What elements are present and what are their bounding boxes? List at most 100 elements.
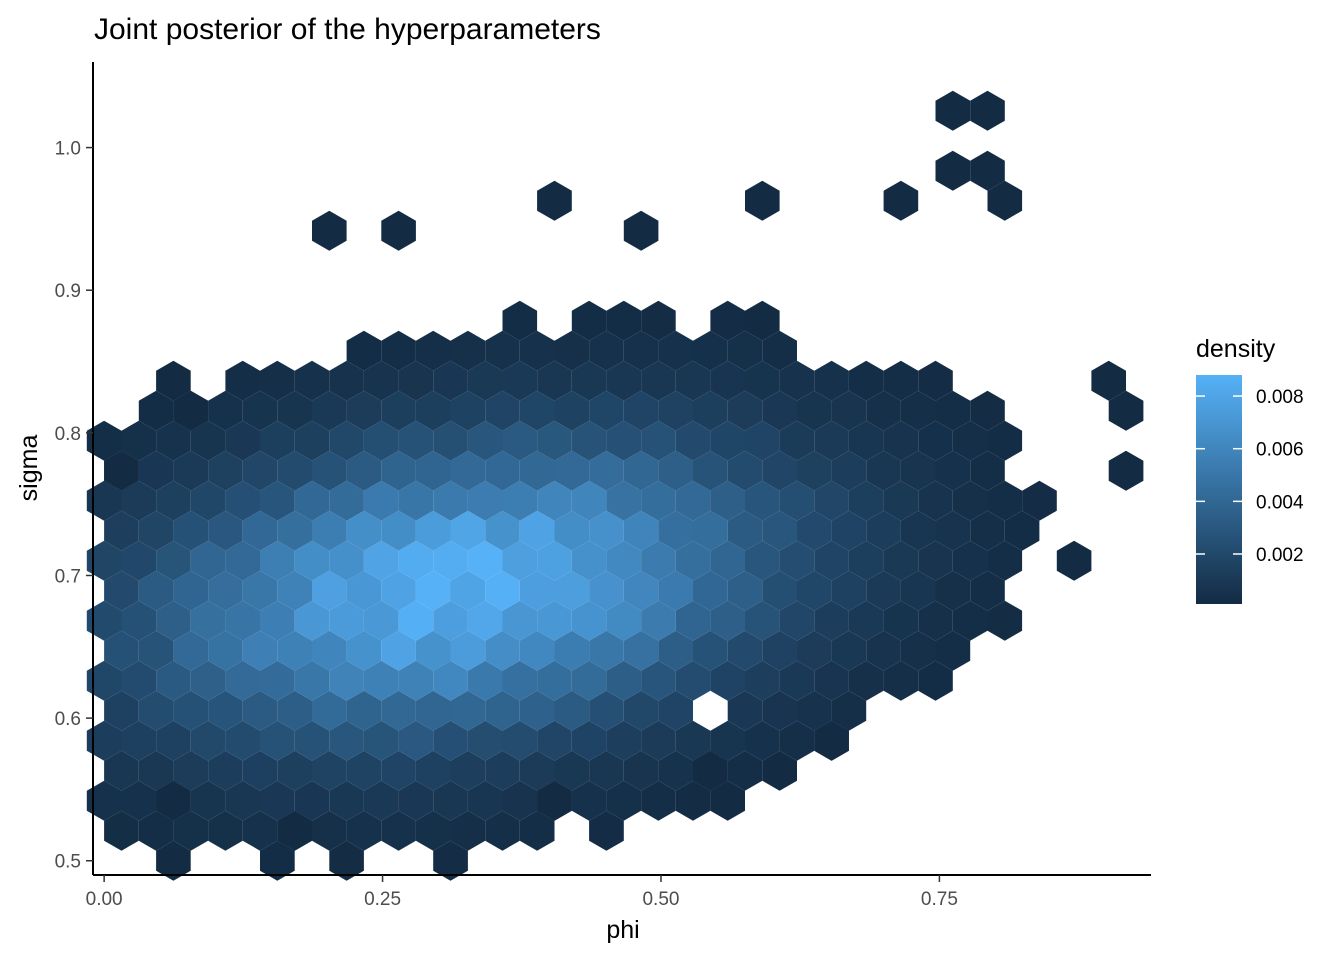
hex-cell: [433, 420, 468, 461]
hex-cell: [104, 510, 139, 551]
hex-cell: [485, 690, 520, 731]
hex-cell: [866, 630, 901, 671]
hex-cell: [571, 600, 607, 641]
hex-cell: [658, 570, 693, 611]
hex-cell: [935, 90, 971, 131]
x-tick-label: 0.00: [86, 889, 123, 910]
hex-cell: [745, 300, 780, 341]
hex-cell: [485, 810, 520, 851]
hex-cell: [467, 540, 503, 581]
hex-cell: [225, 600, 260, 641]
hex-cell: [623, 630, 659, 671]
hex-cell: [745, 480, 780, 521]
hex-cell: [745, 720, 780, 761]
hex-cell: [658, 510, 693, 551]
hex-cell: [710, 660, 745, 701]
hex-cell: [208, 690, 243, 731]
hex-cell: [260, 660, 295, 701]
hex-cell: [415, 390, 451, 431]
hex-cell: [138, 750, 174, 791]
hex-cell: [883, 600, 919, 641]
hex-cell: [623, 750, 659, 791]
hex-cell: [727, 630, 763, 671]
hex-cell: [537, 780, 572, 821]
hex-cell: [554, 690, 590, 731]
hex-cell: [571, 540, 607, 581]
hex-cell: [277, 630, 312, 671]
hex-cell: [156, 780, 191, 821]
hex-cell: [294, 780, 330, 821]
hex-cell: [606, 780, 642, 821]
hex-cell: [762, 390, 797, 431]
hex-cell: [450, 810, 486, 851]
hex-cell: [242, 570, 278, 611]
hex-cell: [693, 630, 728, 671]
hex-cell: [312, 750, 347, 791]
hex-cell: [970, 510, 1005, 551]
hex-cell: [502, 600, 538, 641]
hex-cell: [86, 540, 122, 581]
hex-cell: [831, 390, 867, 431]
hex-cell: [519, 330, 555, 371]
hex-cell: [467, 420, 503, 461]
hex-cell: [260, 600, 295, 641]
hex-cell: [554, 630, 590, 671]
hex-cell: [935, 150, 971, 191]
hex-cell: [866, 510, 901, 551]
hex-cell: [329, 480, 364, 521]
hex-cell: [641, 360, 676, 401]
hex-cell: [86, 720, 122, 761]
hex-cell: [415, 690, 451, 731]
hex-cell: [623, 450, 659, 491]
hex-cell: [918, 660, 953, 701]
hex-cell: [606, 540, 642, 581]
hex-cell: [519, 390, 555, 431]
hex-cell: [641, 300, 676, 341]
hex-cell: [485, 750, 520, 791]
hex-cell: [260, 720, 295, 761]
hex-cell: [814, 720, 849, 761]
hex-cell: [519, 510, 555, 551]
hex-cell: [277, 690, 312, 731]
hex-cell: [623, 570, 659, 611]
hex-cell: [710, 420, 745, 461]
hex-cell: [883, 180, 919, 221]
hex-cell: [814, 600, 849, 641]
hex-cell: [450, 450, 486, 491]
hex-cell: [363, 360, 399, 401]
hex-cell: [727, 390, 763, 431]
hex-cell: [398, 540, 434, 581]
hex-cell: [450, 510, 486, 551]
hex-cell: [104, 750, 139, 791]
x-tick-label: 0.25: [364, 889, 401, 910]
hex-cell: [589, 330, 624, 371]
hex-cell: [398, 720, 434, 761]
hex-cell: [935, 510, 971, 551]
hex-cell: [537, 540, 572, 581]
hex-cell: [848, 480, 884, 521]
hex-cell: [381, 330, 416, 371]
hex-cell: [138, 390, 174, 431]
hex-cell: [710, 600, 745, 641]
hex-cell: [762, 690, 797, 731]
hex-cell: [675, 360, 711, 401]
hex-cell: [866, 570, 901, 611]
hex-cell: [346, 390, 382, 431]
hex-cell: [519, 450, 555, 491]
hex-cell: [156, 600, 191, 641]
hex-cell: [537, 180, 572, 221]
hex-cell: [918, 540, 953, 581]
hex-cell: [415, 630, 451, 671]
hex-cell: [693, 390, 728, 431]
hex-cell: [571, 360, 607, 401]
hex-cell: [779, 540, 815, 581]
hex-cell: [606, 720, 642, 761]
hex-cell: [831, 570, 867, 611]
hex-cell: [970, 150, 1005, 191]
hex-cell: [848, 660, 884, 701]
hex-cell: [225, 480, 260, 521]
hex-cell: [952, 420, 988, 461]
hex-cell: [346, 690, 382, 731]
hex-cell: [675, 420, 711, 461]
hex-cell: [606, 600, 642, 641]
